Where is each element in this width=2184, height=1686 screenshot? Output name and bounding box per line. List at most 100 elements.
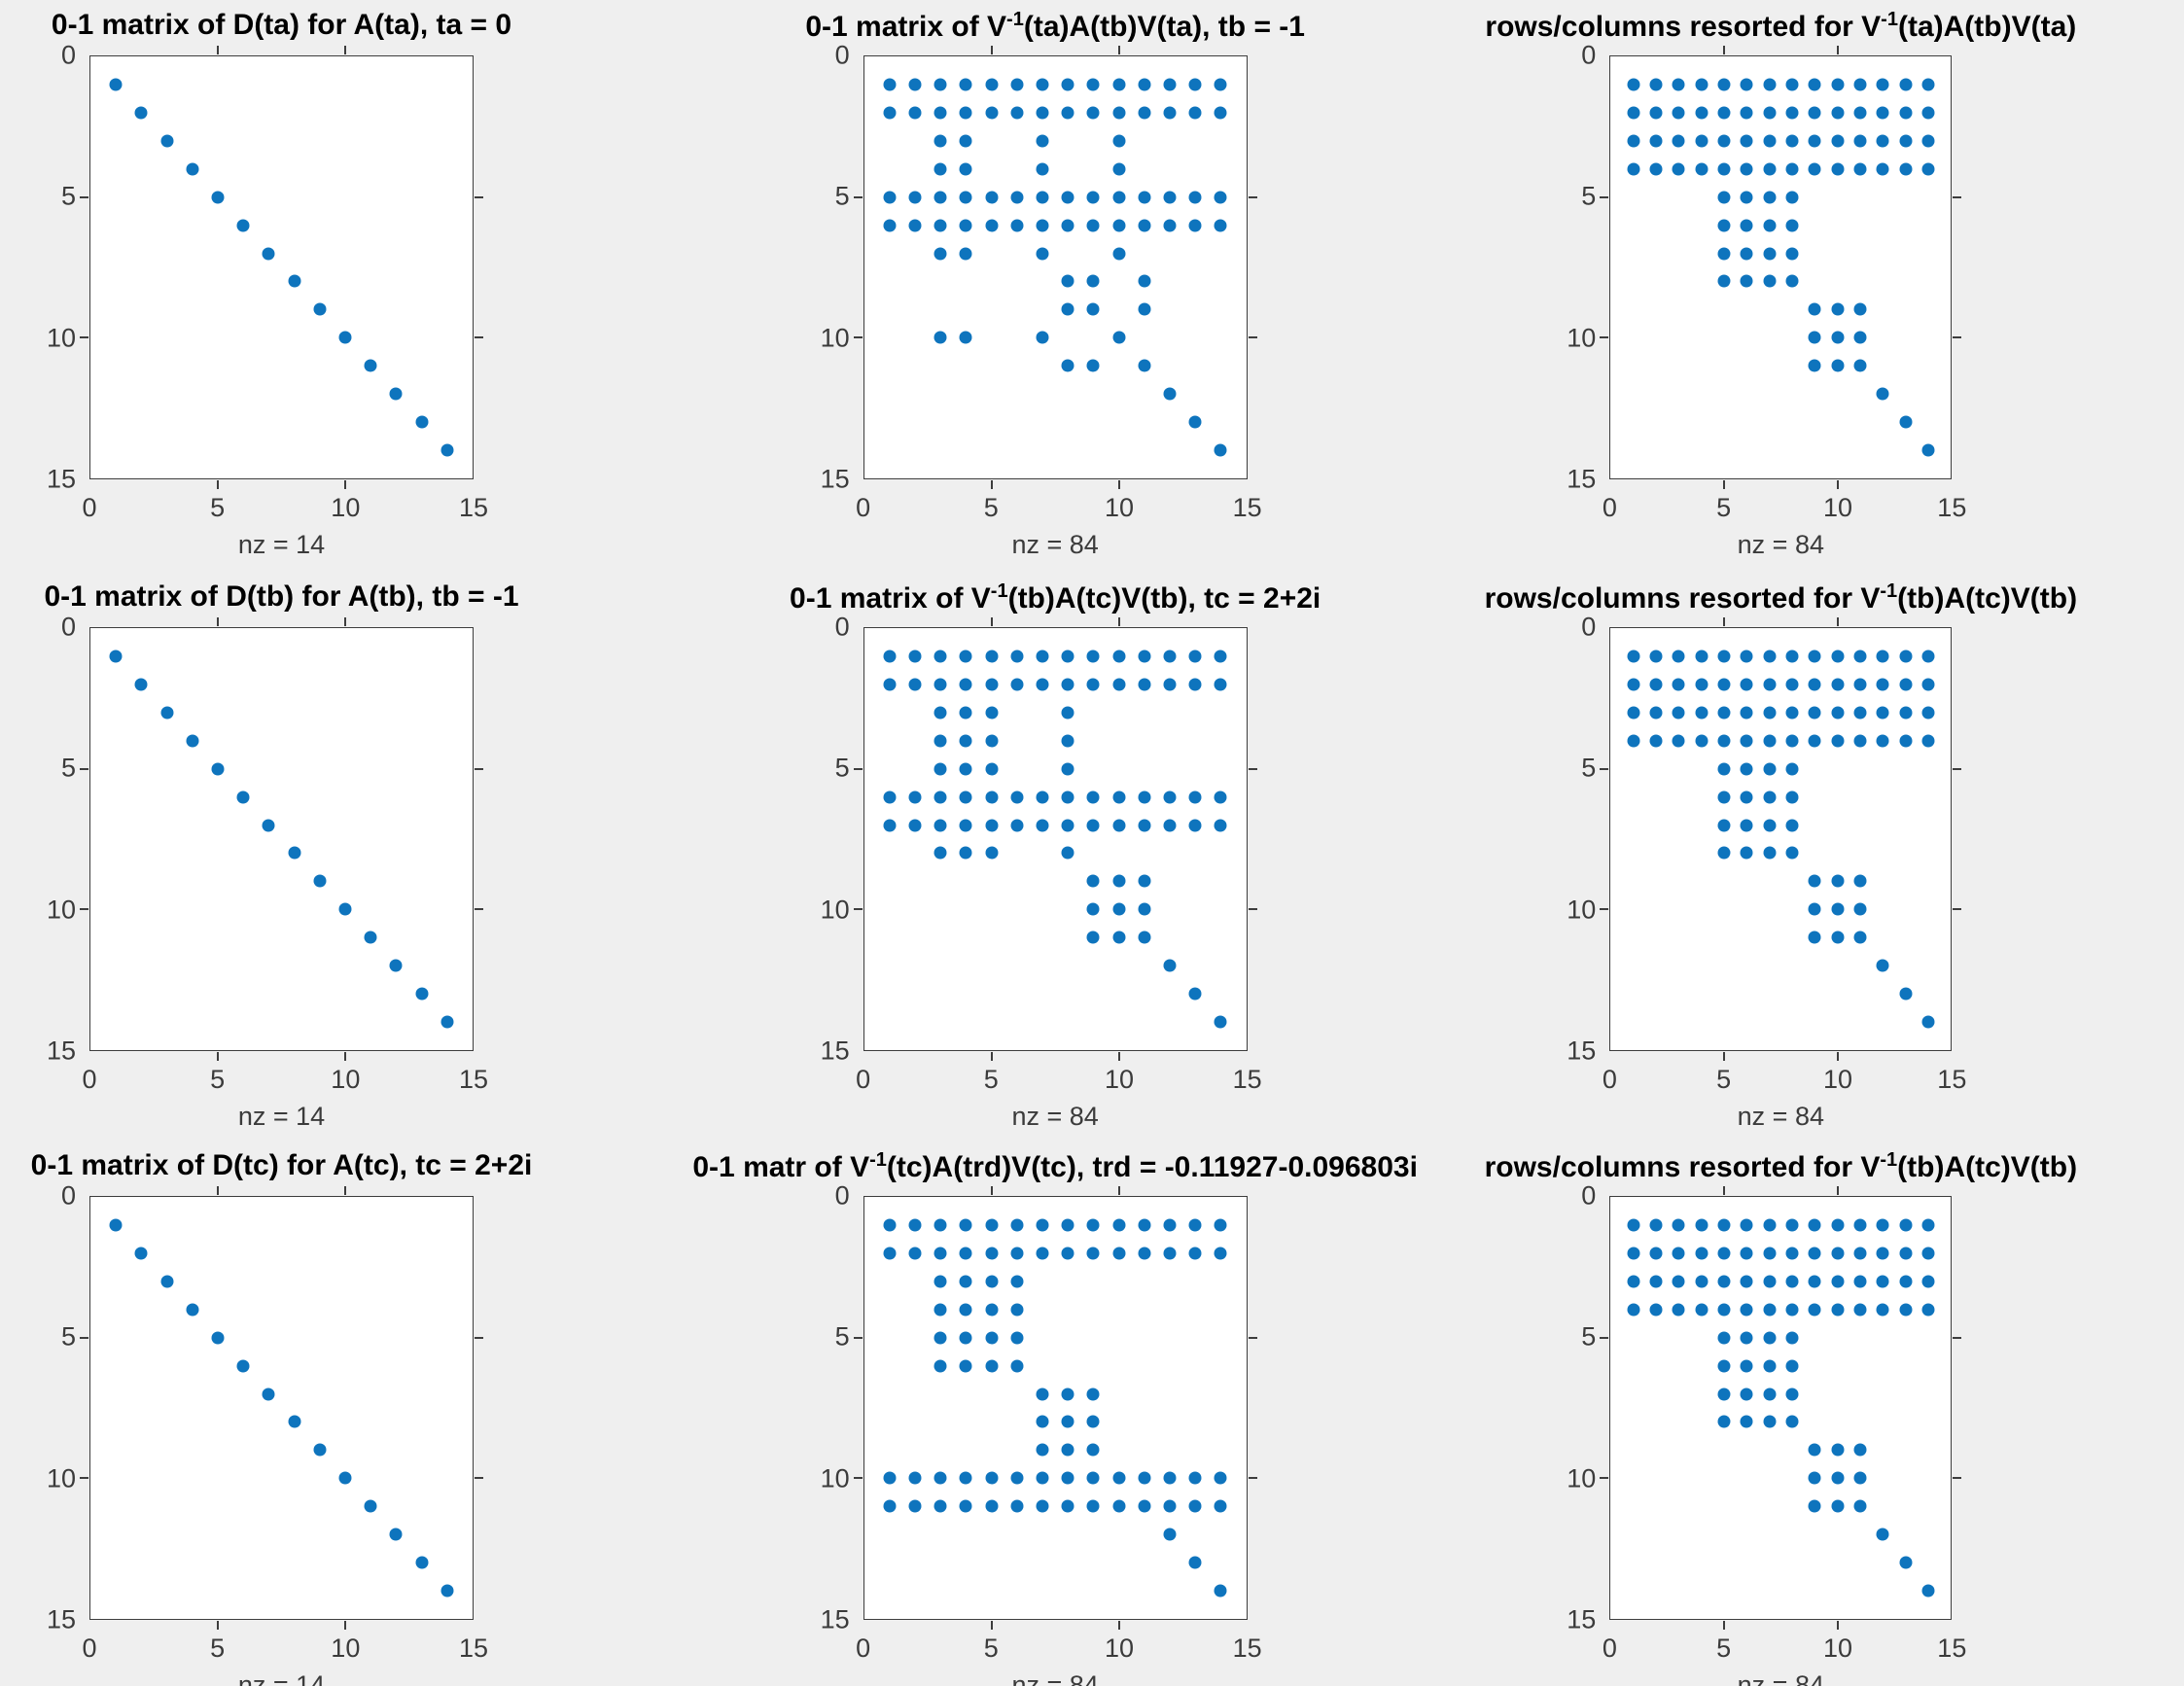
tick-mark [475, 195, 483, 198]
data-point [985, 191, 999, 204]
data-point [1112, 1247, 1126, 1260]
data-point [288, 274, 301, 288]
data-point [160, 1275, 174, 1288]
x-tick-label: 10 [331, 1065, 361, 1094]
x-tick-label: 15 [1232, 1065, 1262, 1094]
data-point [1010, 219, 1024, 232]
data-point [985, 1247, 999, 1260]
data-point [1763, 1275, 1777, 1288]
tick-mark [1117, 1186, 1120, 1195]
data-point [1876, 387, 1889, 401]
data-point [908, 106, 922, 120]
data-point [1921, 734, 1935, 748]
data-point [1112, 931, 1126, 944]
data-point [1163, 387, 1177, 401]
data-point [1853, 650, 1867, 663]
tick-mark [1600, 767, 1609, 770]
data-point [1112, 1499, 1126, 1513]
tick-mark [1836, 1186, 1839, 1195]
data-point [1899, 1303, 1913, 1317]
data-point [1740, 106, 1753, 120]
data-point [1899, 78, 1913, 91]
data-point [1061, 1443, 1074, 1457]
x-tick-label: 10 [1822, 1633, 1853, 1663]
data-point [1627, 706, 1640, 720]
data-point [1808, 302, 1821, 316]
data-point [1853, 931, 1867, 944]
tick-mark [990, 46, 993, 54]
data-point [883, 78, 897, 91]
tick-mark [1836, 1621, 1839, 1630]
tick-mark [475, 908, 483, 911]
y-tick-label: 5 [60, 181, 76, 211]
y-tick-label: 15 [46, 464, 76, 494]
tick-mark [853, 1336, 863, 1339]
data-point [1036, 1415, 1049, 1428]
superscript-minus-one: -1 [869, 1149, 887, 1171]
data-point [1086, 1247, 1100, 1260]
data-point [338, 1471, 352, 1485]
data-point [364, 931, 377, 944]
data-point [1853, 1275, 1867, 1288]
x-tick-label: 10 [1104, 493, 1135, 522]
tick-mark [1836, 617, 1839, 626]
data-point [1876, 650, 1889, 663]
x-tick-label: 15 [1937, 1633, 1967, 1663]
data-point [415, 415, 429, 429]
tick-mark [475, 1336, 483, 1339]
tick-mark [343, 617, 346, 626]
data-point [1853, 106, 1867, 120]
tick-mark [990, 1052, 993, 1061]
subplot-title: 0-1 matr of V-1(tc)A(trd)V(tc), trd = -0… [692, 1149, 1418, 1183]
data-point [1831, 931, 1845, 944]
data-point [1853, 706, 1867, 720]
nz-label: nz = 84 [1011, 530, 1099, 559]
data-point [1086, 302, 1100, 316]
data-point [1763, 134, 1777, 148]
data-point [1785, 678, 1799, 691]
data-point [908, 678, 922, 691]
data-point [1853, 331, 1867, 344]
data-point [1921, 1584, 1935, 1598]
superscript-minus-one: -1 [1881, 9, 1898, 30]
data-point [1188, 415, 1202, 429]
data-point [908, 191, 922, 204]
data-point [1112, 902, 1126, 916]
data-point [1785, 1387, 1799, 1401]
data-point [1763, 734, 1777, 748]
data-point [1672, 706, 1685, 720]
nz-label: nz = 14 [237, 1102, 326, 1131]
data-point [1808, 1218, 1821, 1232]
data-point [1876, 1303, 1889, 1317]
x-tick-label: 15 [1232, 1633, 1262, 1663]
tick-mark [1722, 1186, 1725, 1195]
data-point [985, 790, 999, 804]
data-point [1717, 1387, 1731, 1401]
nz-label: nz = 84 [1011, 1670, 1099, 1686]
data-point [1061, 762, 1074, 776]
data-point [883, 790, 897, 804]
data-point [1061, 706, 1074, 720]
y-tick-label: 15 [820, 464, 850, 494]
data-point [1717, 706, 1731, 720]
x-tick-label: 0 [82, 1633, 97, 1663]
nz-label: nz = 84 [1011, 1102, 1099, 1131]
y-tick-label: 15 [1567, 1036, 1597, 1066]
data-point [1138, 78, 1151, 91]
tick-mark [216, 1052, 219, 1061]
data-point [1808, 162, 1821, 176]
data-point [1649, 162, 1663, 176]
data-point [1899, 678, 1913, 691]
data-point [1740, 162, 1753, 176]
data-point [1808, 874, 1821, 888]
data-point [1036, 78, 1049, 91]
data-point [933, 1471, 947, 1485]
data-point [1163, 790, 1177, 804]
data-point [1214, 78, 1227, 91]
data-point [1740, 1387, 1753, 1401]
nz-label: nz = 84 [1737, 1102, 1824, 1131]
plot-area [80, 1186, 483, 1630]
data-point [1138, 274, 1151, 288]
data-point [1163, 650, 1177, 663]
